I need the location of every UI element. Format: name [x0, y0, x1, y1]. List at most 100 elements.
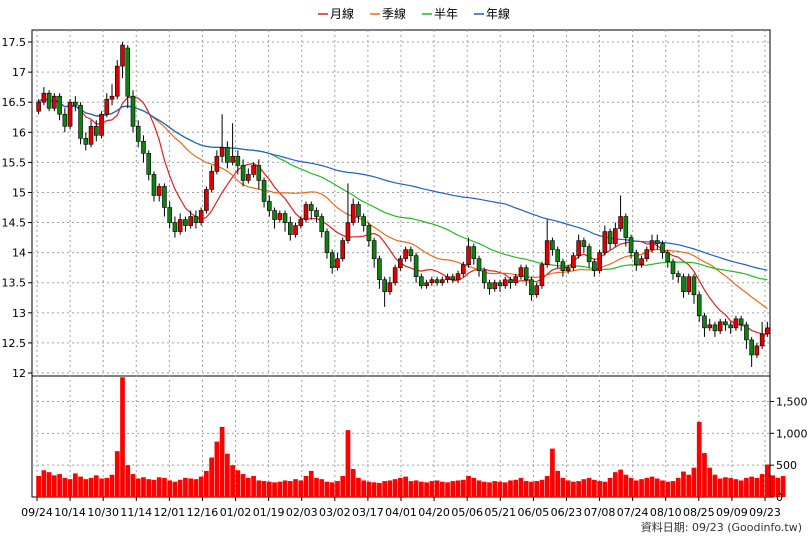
x-tick-label: 05/06 — [451, 506, 483, 519]
legend-label: 季線 — [382, 6, 406, 21]
volume-bar — [429, 481, 435, 497]
candle — [571, 252, 576, 271]
volume-bar — [597, 481, 602, 497]
candle-body — [707, 324, 712, 329]
candle-body — [209, 171, 214, 190]
volume-bar — [466, 475, 471, 497]
volume-bar — [387, 480, 393, 497]
volume-bar — [93, 475, 99, 497]
candle-body — [445, 276, 450, 281]
candle-body — [94, 125, 99, 136]
legend-label: 年線 — [486, 6, 510, 21]
candle — [476, 255, 482, 277]
volume-bar — [660, 480, 665, 497]
volume-bar — [775, 477, 781, 497]
candle-body — [765, 327, 770, 335]
candle — [67, 99, 73, 130]
candle — [497, 279, 503, 292]
candle-body — [749, 339, 754, 356]
volume-bar — [256, 480, 262, 497]
candle-body — [717, 321, 723, 332]
volume-bar — [41, 470, 47, 497]
volume-bar — [130, 474, 136, 497]
volume-bar — [72, 473, 78, 497]
volume-bar — [371, 482, 377, 497]
candle-body — [502, 279, 508, 287]
volume-bar — [151, 479, 157, 497]
price-panel — [31, 29, 771, 377]
volume-bar — [398, 477, 403, 497]
candle-body — [335, 258, 340, 268]
volume-bar — [445, 482, 450, 497]
volume-bar — [188, 478, 194, 497]
x-tick-label: 07/08 — [584, 506, 616, 519]
volume-bar — [633, 480, 639, 497]
volume-bar — [167, 480, 173, 497]
candle-body — [83, 138, 89, 145]
candle-body — [172, 222, 178, 232]
candle-body — [419, 276, 424, 287]
candle-body — [125, 47, 131, 97]
volume-bar — [691, 467, 697, 497]
candle — [282, 210, 288, 232]
candle — [209, 165, 214, 193]
volume-bar — [408, 481, 414, 497]
candle — [481, 267, 487, 289]
candle-body — [539, 264, 545, 287]
candle-body — [198, 210, 204, 223]
candle-body — [361, 216, 366, 226]
candle — [41, 87, 47, 106]
candle-body — [618, 216, 623, 229]
volume-bar — [245, 477, 251, 497]
candle — [308, 201, 314, 220]
candles — [36, 42, 770, 367]
y-tick-label: 17.5 — [2, 36, 27, 49]
candle-body — [681, 276, 686, 293]
volume-bar — [586, 477, 592, 497]
volume-bar — [46, 472, 52, 497]
candle — [256, 159, 262, 190]
candle — [162, 183, 167, 217]
volume-bar — [235, 470, 241, 497]
x-tick-label: 05/21 — [484, 506, 516, 519]
candle — [691, 273, 697, 304]
volume-bar — [780, 475, 786, 497]
candle — [529, 276, 534, 301]
candle — [471, 243, 477, 265]
candle — [398, 255, 403, 271]
candle-body — [581, 240, 587, 247]
candle — [728, 321, 733, 334]
volume-bar — [319, 479, 325, 497]
candle-body — [114, 65, 120, 97]
candle — [130, 90, 136, 133]
volume-bar — [78, 476, 83, 497]
legend-label: 半年 — [434, 7, 458, 21]
candle-body — [193, 216, 199, 223]
ma-line — [38, 96, 768, 335]
candle — [251, 162, 256, 178]
candle — [634, 249, 639, 271]
candle — [702, 312, 707, 337]
candle-body — [733, 318, 739, 329]
volume-bar — [602, 481, 608, 497]
candle — [329, 249, 335, 274]
volume-bar — [592, 479, 597, 497]
candle-body — [350, 204, 356, 223]
candle — [319, 213, 325, 238]
candle-body — [392, 267, 398, 284]
candle — [581, 237, 587, 253]
candle — [36, 99, 41, 115]
volume-bar — [754, 477, 760, 497]
candle — [644, 246, 650, 262]
candle — [455, 270, 461, 283]
candle — [665, 249, 671, 268]
candle-body — [225, 147, 230, 163]
candle-body — [377, 258, 382, 281]
candle-body — [319, 216, 325, 232]
candle-body — [57, 95, 62, 115]
candle-body — [308, 204, 314, 211]
candle — [419, 273, 424, 289]
candle-body — [691, 276, 697, 296]
candle — [649, 234, 655, 253]
candle-body — [141, 141, 146, 154]
